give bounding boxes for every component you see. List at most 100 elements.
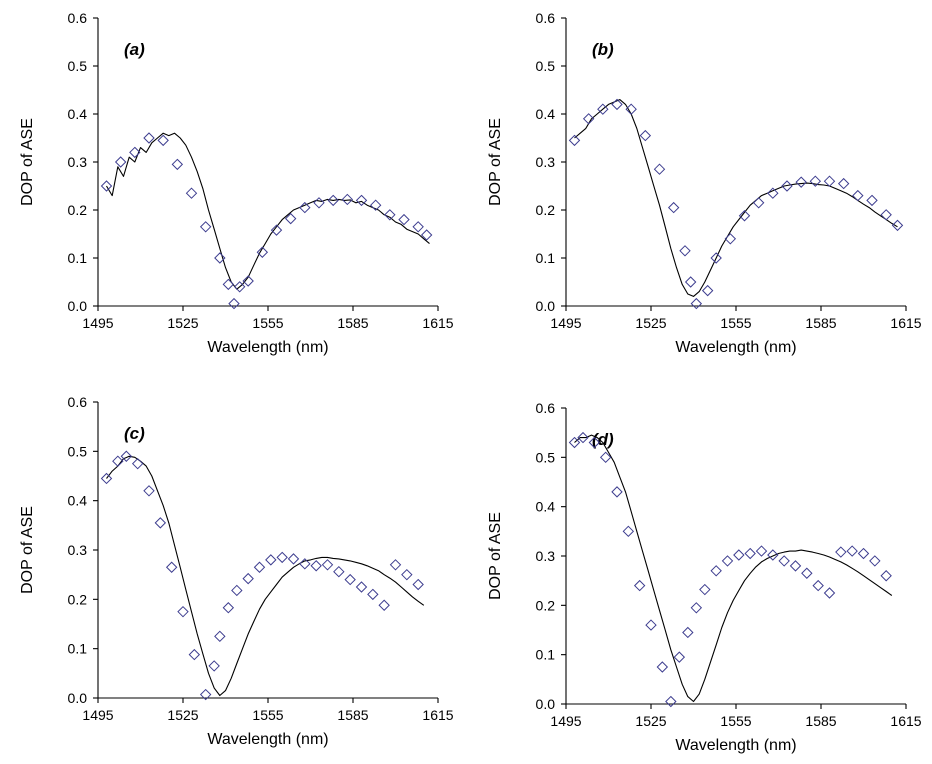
diamond-marker-point [665, 695, 677, 708]
diamond-marker-point [265, 554, 277, 566]
y-tick-label: 0.2 [68, 202, 88, 218]
diamond-marker-point [327, 194, 339, 207]
diamond-marker-point [781, 180, 793, 192]
diamond-marker-point [344, 573, 356, 586]
y-axis-title: DOP of ASE [19, 118, 36, 206]
y-tick-label: 0.6 [68, 394, 88, 410]
diamond-marker-point [823, 587, 836, 599]
chart-panel-1: 0.0 0.1 0.2 0.3 0.4 0.5 0.6 1495 1525 1555 1585 161… [19, 10, 454, 356]
y-tick-label: 0.2 [68, 591, 88, 607]
diamond-marker-point [131, 457, 144, 470]
y-axis-title: DOP of ASE [487, 118, 504, 206]
diamond-marker-point [577, 431, 589, 444]
x-axis-title: Wavelength (nm) [207, 731, 328, 748]
diamond-marker-point [611, 98, 623, 111]
measured-curve-series [106, 455, 425, 697]
x-tick-label: 1615 [890, 713, 921, 729]
diamond-marker-point [891, 219, 904, 232]
x-tick-label: 1585 [805, 713, 836, 729]
y-tick-label: 0.5 [536, 58, 556, 74]
diamond-marker-point [568, 134, 581, 147]
diamond-marker-point [857, 547, 870, 560]
diamond-marker-point [684, 276, 697, 288]
y-tick-label: 0.2 [536, 202, 556, 218]
diamond-marker-point [412, 221, 424, 233]
diamond-marker-point [214, 630, 226, 643]
diamond-marker-point [653, 163, 666, 175]
x-axis-title: Wavelength (nm) [675, 339, 796, 356]
y-tick-label: 0.1 [68, 641, 88, 657]
y-tick-label: 0.5 [536, 449, 556, 465]
diamond-marker-point [597, 103, 609, 115]
y-tick-label: 0.4 [68, 106, 88, 122]
diamond-marker-point [611, 486, 623, 498]
x-tick-label: 1555 [252, 315, 283, 331]
panel-label: (b) [592, 40, 614, 59]
diamond-marker-point [880, 570, 892, 582]
diamond-marker-point [412, 578, 424, 591]
diamond-marker-point [157, 134, 169, 147]
diamond-marker-point [276, 551, 288, 564]
diamond-marker-point [752, 197, 765, 209]
diamond-marker-point [120, 450, 133, 462]
diamond-marker-point [154, 517, 167, 529]
y-axis-title: DOP of ASE [19, 506, 36, 594]
diamond-marker-point [299, 201, 311, 214]
diamond-marker-point [355, 194, 368, 207]
diamond-marker-point [367, 588, 379, 601]
x-tick-label: 1615 [422, 315, 453, 331]
diamond-marker-point [321, 559, 334, 571]
y-tick-label: 0.3 [68, 154, 88, 170]
diamond-marker-point [341, 193, 354, 206]
diamond-marker-point [208, 660, 220, 672]
diamond-marker-point [633, 579, 646, 592]
diamond-marker-point [310, 560, 322, 572]
diamond-marker-point [242, 572, 254, 585]
diamond-marker-point [242, 275, 254, 287]
diamond-marker-point [778, 555, 790, 567]
diamond-marker-point [767, 549, 779, 561]
y-tick-label: 0.4 [536, 499, 556, 515]
diamond-marker-point [835, 546, 847, 558]
diamond-marker-point [369, 199, 382, 211]
x-tick-label: 1615 [890, 315, 921, 331]
diamond-marker-point [222, 278, 235, 291]
diamond-marker-point [284, 212, 297, 225]
diamond-marker-point [823, 175, 836, 187]
x-tick-label: 1495 [82, 315, 113, 331]
diamond-marker-point [401, 568, 413, 581]
diamond-marker-point [253, 561, 266, 573]
diamond-marker-point [355, 581, 368, 593]
y-axis-title: DOP of ASE [487, 512, 504, 600]
diamond-marker-point [724, 233, 737, 245]
diamond-marker-point [582, 113, 595, 125]
y-tick-label: 0.0 [68, 690, 88, 706]
diamond-marker-point [231, 584, 243, 597]
y-tick-label: 0.4 [68, 493, 88, 509]
diamond-marker-point [625, 103, 637, 115]
diamond-marker-point [188, 648, 201, 661]
diamond-marker-point [389, 559, 402, 571]
diamond-marker-point [645, 619, 657, 631]
diamond-marker-point [679, 245, 691, 257]
x-axis-title: Wavelength (nm) [207, 339, 328, 356]
y-tick-label: 0.1 [536, 250, 556, 266]
y-tick-label: 0.2 [536, 597, 556, 613]
diamond-marker-point [599, 451, 612, 464]
diamond-marker-point [733, 549, 745, 561]
diamond-marker-point [177, 605, 189, 618]
x-tick-label: 1555 [720, 315, 751, 331]
x-axis-title: Wavelength (nm) [675, 737, 796, 754]
diamond-marker-point [789, 560, 802, 572]
y-tick-label: 0.1 [536, 647, 556, 663]
diamond-marker-point [639, 129, 652, 142]
chart-panel-4: 0.0 0.1 0.2 0.3 0.4 0.5 0.6 1495 1525 1555 1585 161… [487, 400, 922, 754]
diamond-marker-point [710, 252, 722, 264]
diamond-marker-point [710, 565, 722, 577]
diamond-marker-point [699, 583, 711, 596]
diamond-marker-point [801, 567, 813, 579]
y-tick-label: 0.3 [536, 548, 556, 564]
diamond-marker-point [690, 297, 703, 310]
diamond-marker-point [256, 246, 269, 258]
